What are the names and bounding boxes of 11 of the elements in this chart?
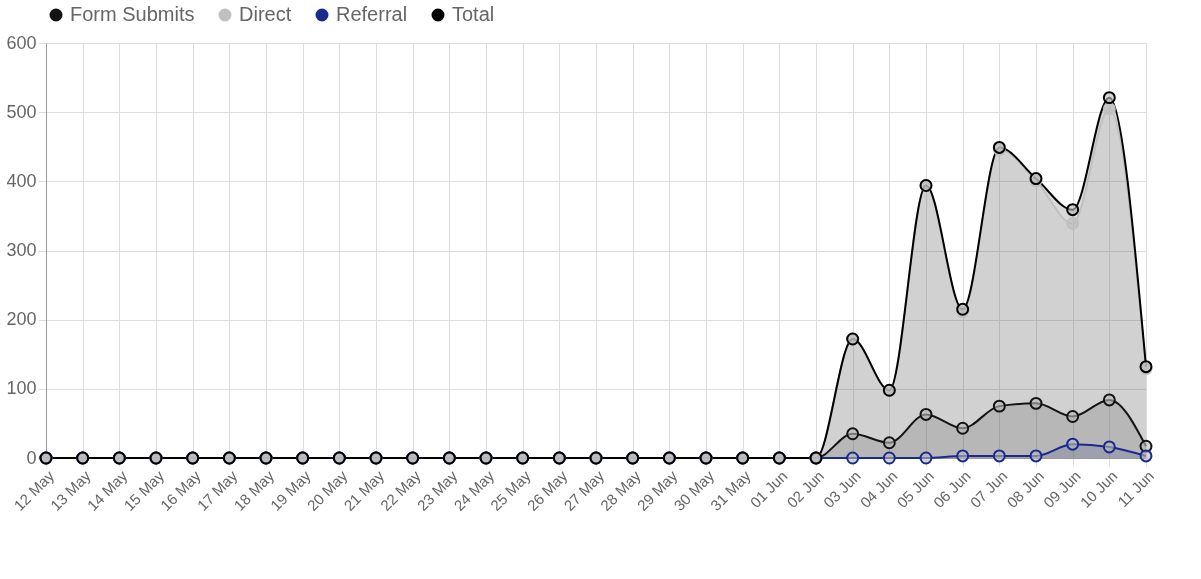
legend-label: Direct xyxy=(239,3,292,25)
legend-label: Total xyxy=(452,3,495,25)
y-tick-label: 400 xyxy=(6,170,37,191)
y-tick-label: 0 xyxy=(26,447,37,468)
y-tick-label: 300 xyxy=(6,240,37,260)
y-tick-label: 200 xyxy=(6,309,37,330)
y-tick-label: 100 xyxy=(6,378,37,399)
legend-label: Referral xyxy=(336,3,408,25)
y-tick-label: 500 xyxy=(6,101,37,122)
y-tick-label: 600 xyxy=(6,32,37,53)
legend-label: Form Submits xyxy=(70,3,195,25)
